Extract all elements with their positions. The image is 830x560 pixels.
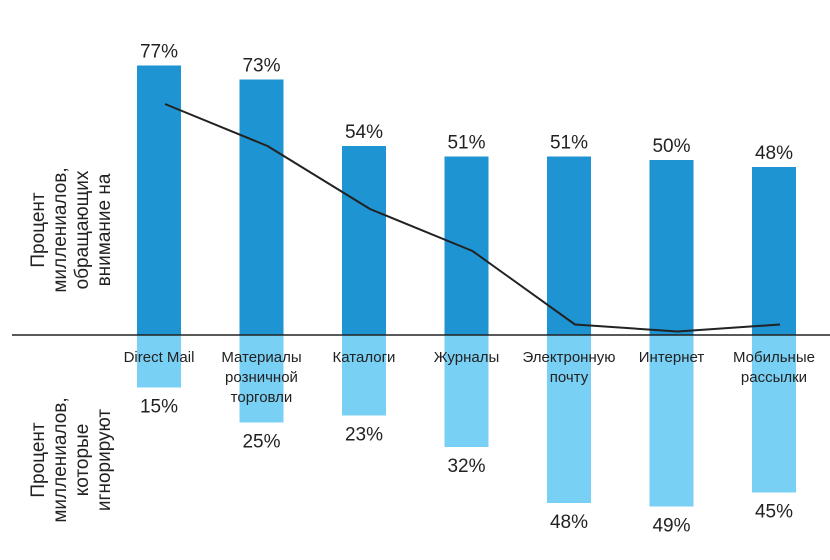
value-label-ignore: 25% — [242, 432, 280, 453]
y-axis-title-attention-line: миллениалов, — [50, 167, 71, 292]
bar-attention — [342, 146, 386, 335]
category-labels: Direct Mail Материалы розничной торговли Кат… — [124, 349, 815, 406]
y-axis-title-ignore-line: игнорируют — [94, 409, 115, 511]
bars-ignore — [137, 335, 796, 507]
y-axis-title-attention-line: Процент — [28, 192, 49, 268]
value-label-ignore: 49% — [652, 516, 690, 537]
axis-titles: Процент миллениалов, обращающих внимание на… — [28, 167, 115, 522]
y-axis-title-attention-line: внимание на — [94, 173, 115, 286]
bar-attention — [547, 156, 591, 335]
y-axis-title-attention: Процент миллениалов, обращающих внимание на — [28, 167, 115, 292]
y-axis-title-attention-line: обращающих — [72, 170, 93, 289]
category-label: Материалы — [221, 349, 301, 366]
value-label-attention: 48% — [755, 143, 793, 164]
value-label-attention: 51% — [550, 133, 588, 154]
bar-ignore — [649, 335, 694, 507]
value-label-ignore: 32% — [447, 456, 485, 477]
category-label: рассылки — [741, 369, 807, 386]
bar-ignore — [137, 335, 181, 388]
value-label-ignore: 23% — [345, 425, 383, 446]
bar-attention — [752, 167, 796, 335]
bar-attention — [239, 79, 284, 335]
value-labels: 77% 15% 73% 25% 54% 23% 51% 32% 51% 48% 50% 49% 48% 4… — [140, 42, 793, 537]
value-label-attention: 51% — [447, 133, 485, 154]
bar-attention — [137, 65, 181, 335]
value-label-attention: 50% — [652, 136, 690, 157]
bar-ignore — [239, 335, 284, 423]
category-label: Direct Mail — [124, 349, 195, 366]
bar-ignore — [342, 335, 386, 416]
bar-ignore — [444, 335, 489, 447]
category-label: Интернет — [639, 349, 705, 366]
y-axis-title-ignore-line: миллениалов, — [50, 397, 71, 522]
value-label-attention: 54% — [345, 122, 383, 143]
value-label-attention: 73% — [242, 56, 280, 77]
bars-attention — [137, 65, 796, 335]
value-label-ignore: 48% — [550, 512, 588, 533]
category-label: розничной — [225, 369, 298, 386]
category-label: Мобильные — [733, 349, 815, 366]
value-label-ignore: 15% — [140, 397, 178, 418]
category-label: Каталоги — [333, 349, 396, 366]
y-axis-title-ignore-line: Процент — [28, 422, 49, 498]
bar-attention — [444, 156, 489, 335]
category-label: почту — [550, 369, 589, 386]
bar-ignore — [547, 335, 591, 503]
category-label: Электронную — [523, 349, 616, 366]
trend-line-group — [164, 103, 781, 333]
category-label: Журналы — [434, 349, 500, 366]
value-label-attention: 77% — [140, 42, 178, 63]
y-axis-title-ignore-line: которые — [72, 424, 93, 497]
y-axis-title-ignore: Процент миллениалов, которые игнорируют — [28, 397, 115, 522]
trend-line — [164, 103, 781, 333]
bar-attention — [649, 160, 694, 335]
category-label: торговли — [231, 389, 293, 406]
bar-ignore — [752, 335, 796, 493]
value-label-ignore: 45% — [755, 502, 793, 523]
